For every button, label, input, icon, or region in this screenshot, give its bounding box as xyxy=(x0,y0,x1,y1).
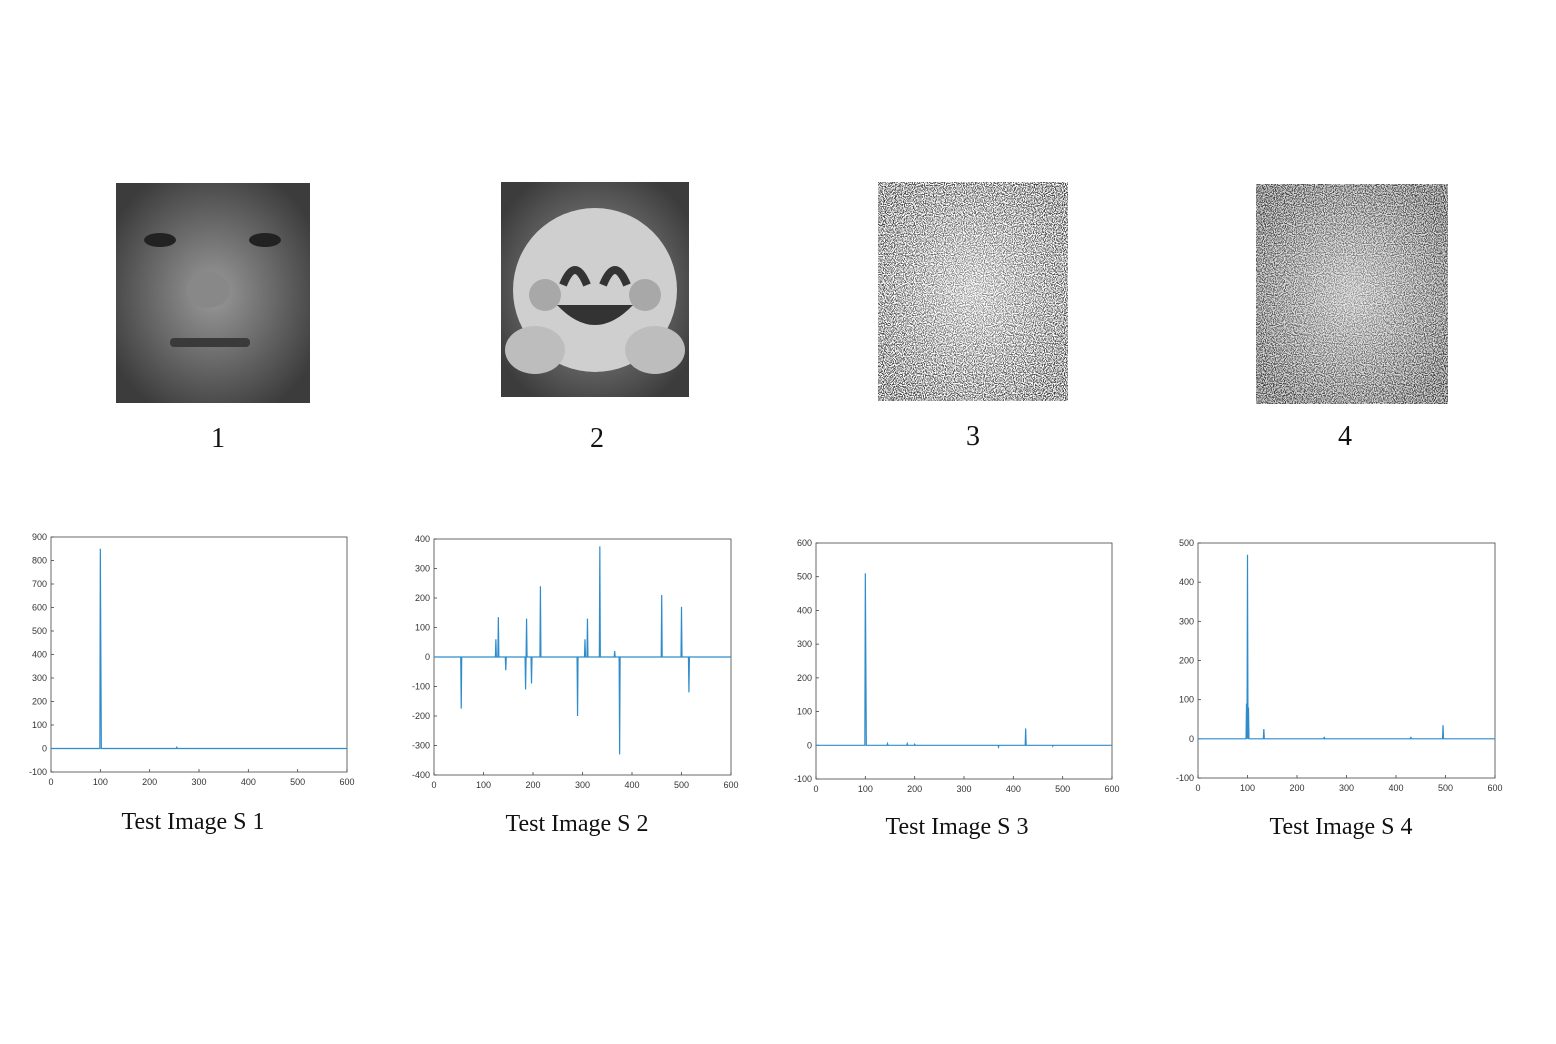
x-tick-label: 500 xyxy=(1438,783,1453,793)
y-tick-label: 0 xyxy=(1189,734,1194,744)
x-tick-label: 400 xyxy=(624,780,639,790)
data-line xyxy=(51,548,347,750)
noisy-image xyxy=(878,182,1068,401)
noisy-image xyxy=(1256,184,1448,404)
x-tick-label: 200 xyxy=(1289,783,1304,793)
y-tick-label: 600 xyxy=(32,603,47,613)
x-tick-label: 300 xyxy=(191,777,206,787)
x-tick-label: 500 xyxy=(1055,784,1070,794)
y-tick-label: 300 xyxy=(1179,616,1194,626)
y-tick-label: 300 xyxy=(32,673,47,683)
y-tick-label: -200 xyxy=(412,711,430,721)
emoji-image xyxy=(501,182,689,397)
y-tick-label: -100 xyxy=(794,774,812,784)
y-tick-label: 100 xyxy=(415,623,430,633)
y-tick-label: 100 xyxy=(32,720,47,730)
y-tick-label: 0 xyxy=(425,652,430,662)
plot-frame xyxy=(50,536,348,773)
x-tick-label: 300 xyxy=(575,780,590,790)
x-tick-label: 0 xyxy=(813,784,818,794)
y-tick-label: 0 xyxy=(807,740,812,750)
y-tick-label: -300 xyxy=(412,741,430,751)
x-tick-label: 500 xyxy=(290,777,305,787)
x-tick-label: 200 xyxy=(525,780,540,790)
y-tick-label: -400 xyxy=(412,770,430,780)
y-tick-label: -100 xyxy=(412,682,430,692)
image-label: 1 xyxy=(211,423,225,454)
y-tick-label: -100 xyxy=(1176,773,1194,783)
x-tick-label: 100 xyxy=(858,784,873,794)
data-line xyxy=(1198,554,1495,740)
y-tick-label: 100 xyxy=(1179,695,1194,705)
plot-frame xyxy=(815,542,1113,780)
image-label: 4 xyxy=(1338,421,1352,452)
x-tick-label: 400 xyxy=(1006,784,1021,794)
y-tick-label: 500 xyxy=(797,572,812,582)
x-tick-label: 400 xyxy=(241,777,256,787)
x-tick-label: 0 xyxy=(1195,783,1200,793)
y-tick-label: 300 xyxy=(797,639,812,649)
data-line xyxy=(816,573,1112,750)
x-tick-label: 600 xyxy=(1487,783,1502,793)
image-label: 2 xyxy=(590,423,604,454)
y-tick-label: 200 xyxy=(1179,656,1194,666)
x-tick-label: 600 xyxy=(1104,784,1119,794)
x-tick-label: 100 xyxy=(93,777,108,787)
data-line xyxy=(434,546,731,755)
x-tick-label: 300 xyxy=(1339,783,1354,793)
y-tick-label: 800 xyxy=(32,556,47,566)
x-tick-label: 0 xyxy=(431,780,436,790)
y-tick-label: 400 xyxy=(415,534,430,544)
y-tick-label: 0 xyxy=(42,744,47,754)
x-tick-label: 100 xyxy=(476,780,491,790)
y-tick-label: 300 xyxy=(415,564,430,574)
x-tick-label: 400 xyxy=(1388,783,1403,793)
x-tick-label: 600 xyxy=(339,777,354,787)
y-tick-label: 500 xyxy=(32,626,47,636)
chart-caption: Test Image S 1 xyxy=(122,809,265,835)
x-tick-label: 200 xyxy=(907,784,922,794)
y-tick-label: 900 xyxy=(32,532,47,542)
y-tick-label: 200 xyxy=(32,697,47,707)
x-tick-label: 200 xyxy=(142,777,157,787)
y-tick-label: 400 xyxy=(797,605,812,615)
chart-caption: Test Image S 3 xyxy=(886,814,1029,840)
plot-frame xyxy=(1197,542,1496,779)
y-tick-label: 500 xyxy=(1179,538,1194,548)
chart-caption: Test Image S 4 xyxy=(1270,814,1413,840)
y-tick-label: 200 xyxy=(797,673,812,683)
x-tick-label: 600 xyxy=(723,780,738,790)
image-label: 3 xyxy=(966,421,980,452)
x-tick-label: 100 xyxy=(1240,783,1255,793)
y-tick-label: 400 xyxy=(32,650,47,660)
face-image xyxy=(116,183,310,403)
y-tick-label: -100 xyxy=(29,767,47,777)
x-tick-label: 300 xyxy=(956,784,971,794)
x-tick-label: 0 xyxy=(48,777,53,787)
y-tick-label: 400 xyxy=(1179,577,1194,587)
y-tick-label: 600 xyxy=(797,538,812,548)
x-tick-label: 500 xyxy=(674,780,689,790)
y-tick-label: 100 xyxy=(797,707,812,717)
chart-caption: Test Image S 2 xyxy=(506,811,649,837)
y-tick-label: 700 xyxy=(32,579,47,589)
y-tick-label: 200 xyxy=(415,593,430,603)
